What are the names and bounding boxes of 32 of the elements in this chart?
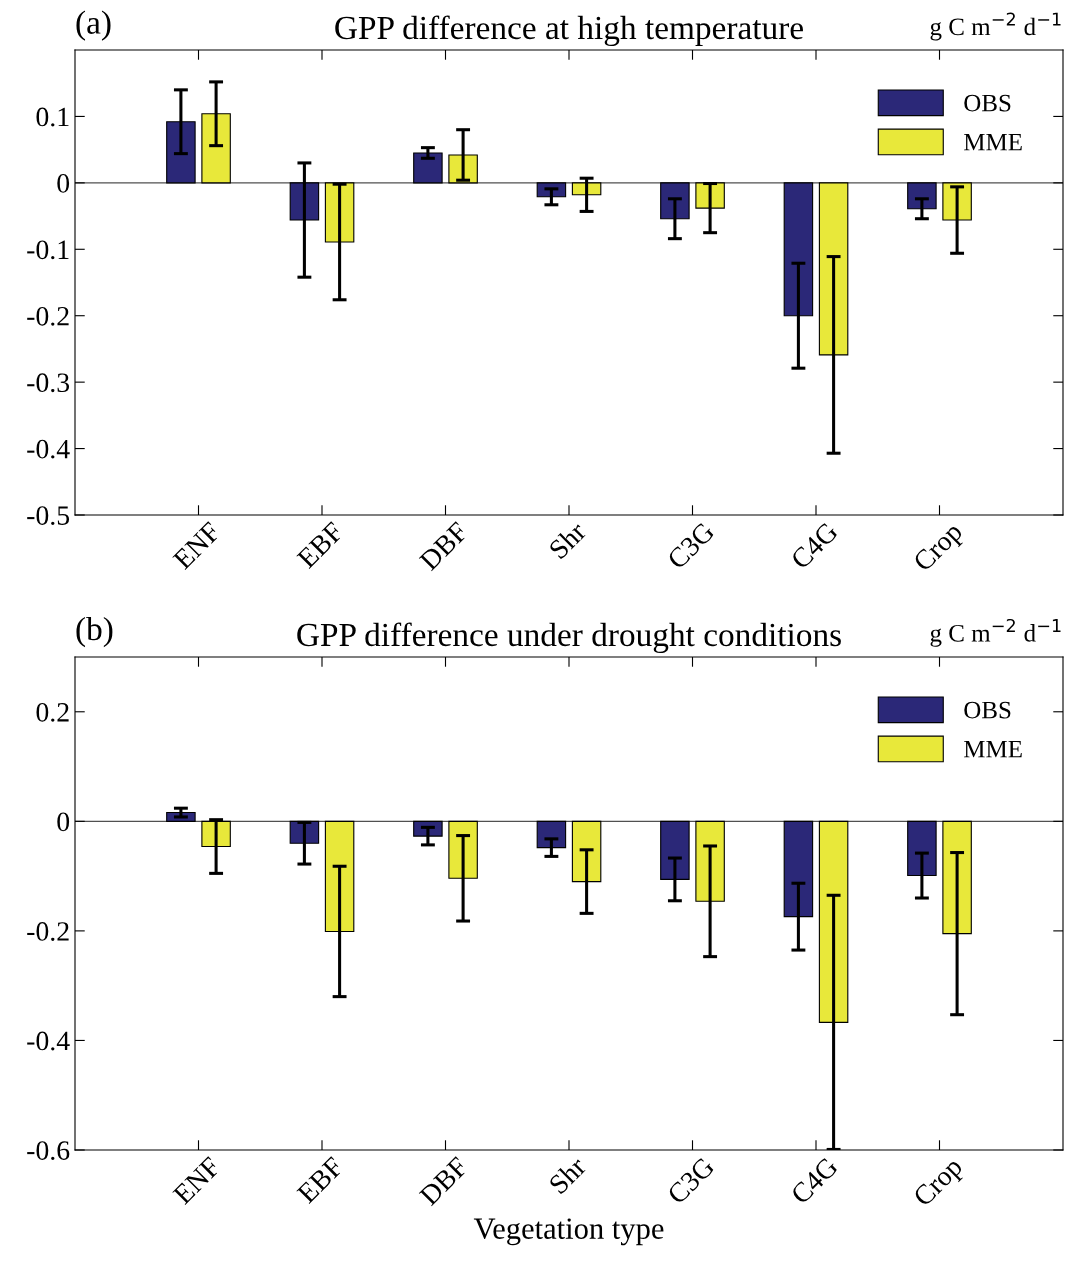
y-tick-label: -0.3 (27, 373, 70, 393)
y-tick-label: 0.1 (36, 107, 69, 127)
y-tick-label: -0.5 (27, 506, 70, 526)
y-tick-label: -0.6 (27, 1141, 70, 1161)
chart-title: GPP difference under drought conditions (297, 622, 841, 654)
text: g C m$^{−2}$ d$^{−1}$ (930, 12, 1061, 41)
x-tick-label: Crop (912, 521, 968, 577)
legend-label: OBS (964, 701, 1011, 719)
y-tick-label: -0.2 (27, 922, 69, 941)
y-tick-label: 0 (57, 174, 70, 193)
y-tick-label: -0.4 (27, 1031, 70, 1051)
x-tick-label: C3G (666, 521, 716, 570)
x-tick-label: C4G (789, 521, 839, 570)
y-tick-label: -0.1 (27, 240, 69, 260)
x-axis-title: Vegetation type (473, 1218, 664, 1246)
y-tick-label: -0.4 (27, 439, 70, 459)
text: g C m$^{−2}$ d$^{−1}$ (930, 618, 1061, 647)
text: (b) (76, 616, 113, 648)
legend-label: MME (963, 133, 1022, 151)
text: (a) (76, 10, 111, 41)
y-tick-label: 0 (57, 812, 70, 832)
x-tick-label: Crop (912, 1156, 968, 1212)
y-tick-label: -0.2 (27, 306, 69, 326)
x-tick-label: C3G (666, 1156, 716, 1205)
x-tick-label: Shr (547, 1155, 588, 1195)
chart-title: GPP difference at high temperature (335, 15, 803, 47)
y-tick-label: 0.2 (36, 702, 69, 722)
legend-label: OBS (964, 94, 1011, 112)
x-tick-label: C4G (789, 1156, 839, 1205)
x-tick-label: Shr (547, 520, 588, 560)
bar (413, 152, 443, 184)
legend-label: MME (963, 740, 1022, 758)
